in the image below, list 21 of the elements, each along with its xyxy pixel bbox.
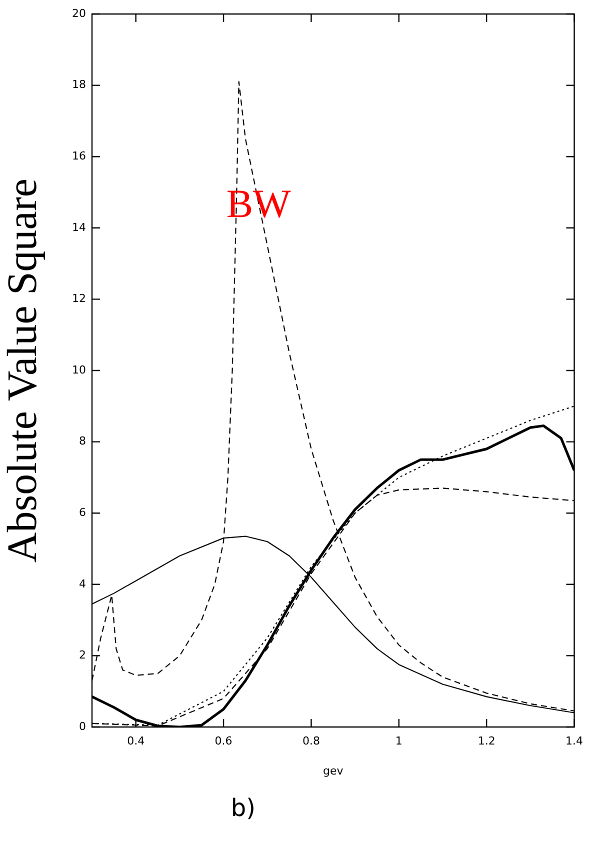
x-tick-label: 0.6 bbox=[214, 734, 232, 748]
y-tick-label: 4 bbox=[79, 577, 86, 590]
y-tick-label: 0 bbox=[79, 720, 86, 733]
x-tick-label: 1 bbox=[395, 734, 402, 748]
y-tick-label: 14 bbox=[72, 220, 86, 234]
x-tick-label: 0.4 bbox=[127, 734, 145, 748]
x-tick-label: 0.8 bbox=[302, 734, 320, 748]
x-axis-title: gev bbox=[322, 764, 344, 778]
y-tick-label: 6 bbox=[79, 506, 86, 519]
text: b) bbox=[230, 794, 256, 822]
y-tick-label: 10 bbox=[72, 363, 86, 376]
y-tick-label: 2 bbox=[79, 648, 86, 662]
x-tick-label: 1.4 bbox=[566, 734, 584, 748]
annotation: BW bbox=[226, 181, 292, 226]
y-tick-label: 20 bbox=[72, 6, 86, 20]
y-tick-label: 16 bbox=[72, 149, 86, 162]
y-axis-title: Absolute Value Square bbox=[0, 178, 46, 563]
y-tick-label: 8 bbox=[79, 434, 86, 448]
y-tick-label: 18 bbox=[72, 78, 86, 92]
y-tick-label: 12 bbox=[72, 292, 86, 306]
x-tick-label: 1.2 bbox=[478, 734, 496, 748]
